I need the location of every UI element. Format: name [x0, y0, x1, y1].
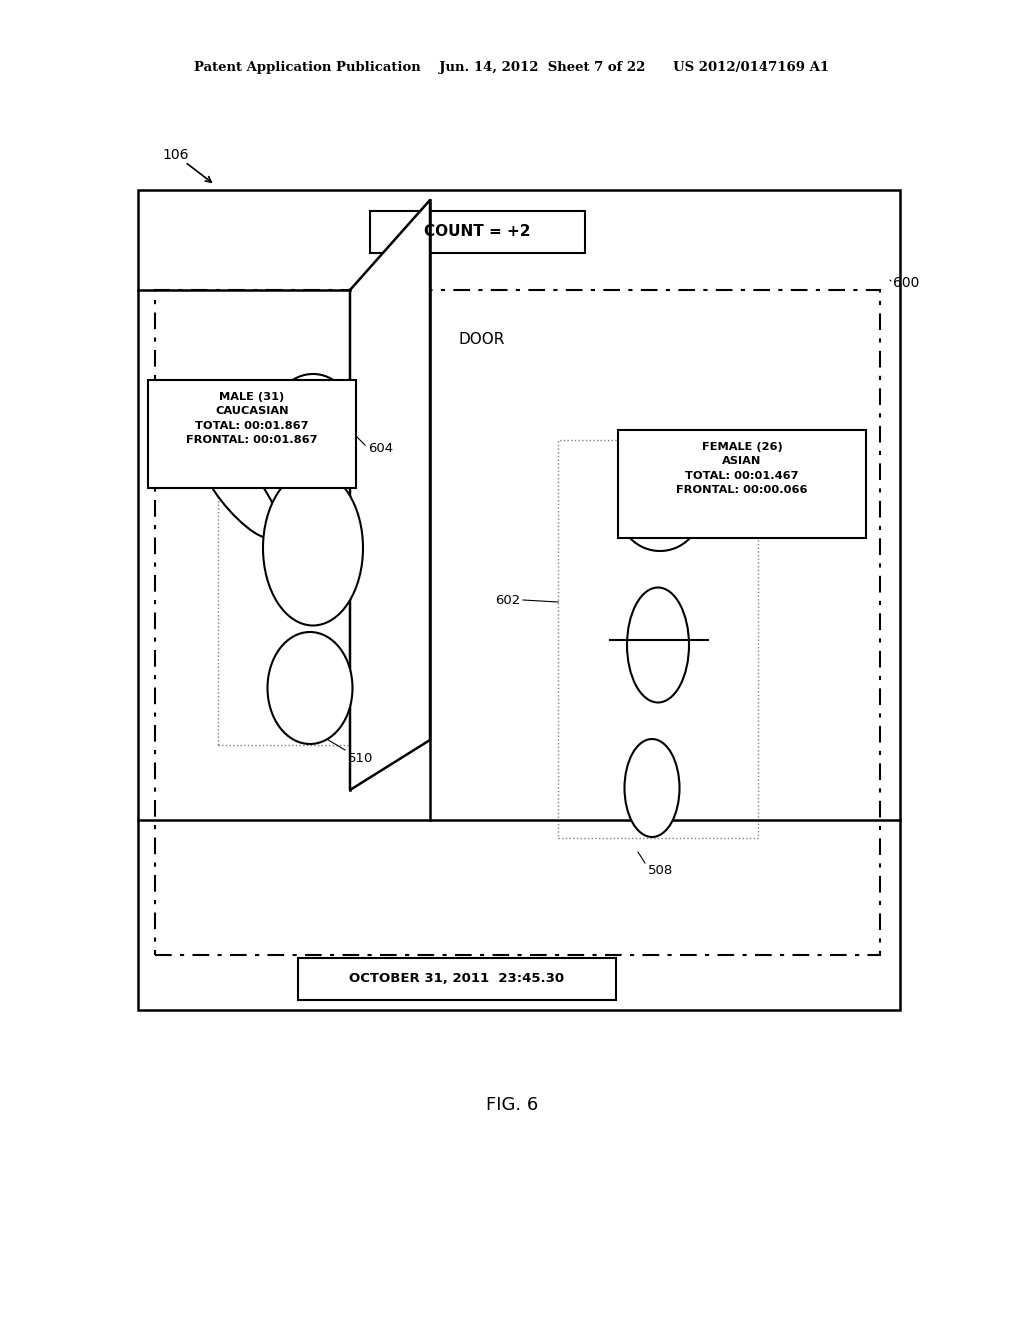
Ellipse shape	[274, 374, 352, 455]
Text: Patent Application Publication    Jun. 14, 2012  Sheet 7 of 22      US 2012/0147: Patent Application Publication Jun. 14, …	[195, 62, 829, 74]
Bar	[155, 290, 880, 954]
Ellipse shape	[627, 587, 689, 702]
Bar	[618, 430, 866, 539]
Text: 602: 602	[495, 594, 520, 606]
Bar	[370, 211, 585, 253]
Bar	[558, 440, 758, 838]
Text: MALE (31)
CAUCASIAN
TOTAL: 00:01.867
FRONTAL: 00:01.867: MALE (31) CAUCASIAN TOTAL: 00:01.867 FRO…	[186, 392, 317, 445]
Text: 508: 508	[648, 863, 673, 876]
Text: DOOR: DOOR	[458, 333, 505, 347]
Text: OCTOBER 31, 2011  23:45.30: OCTOBER 31, 2011 23:45.30	[349, 973, 564, 986]
Text: FIG. 6: FIG. 6	[485, 1096, 539, 1114]
Ellipse shape	[267, 632, 352, 744]
Text: 510: 510	[348, 751, 374, 764]
Ellipse shape	[618, 469, 701, 550]
Bar	[218, 385, 398, 744]
Bar	[298, 958, 616, 1001]
Text: FEMALE (26)
ASIAN
TOTAL: 00:01.467
FRONTAL: 00:00.066: FEMALE (26) ASIAN TOTAL: 00:01.467 FRONT…	[676, 442, 808, 495]
Text: 600: 600	[893, 276, 920, 290]
Text: 604: 604	[368, 441, 393, 454]
Text: COUNT = +2: COUNT = +2	[424, 224, 530, 239]
Bar	[138, 190, 900, 1010]
Ellipse shape	[263, 470, 362, 626]
Bar	[148, 380, 356, 488]
Ellipse shape	[625, 739, 680, 837]
Polygon shape	[350, 201, 430, 789]
Ellipse shape	[197, 437, 280, 539]
Text: 106: 106	[162, 148, 188, 162]
